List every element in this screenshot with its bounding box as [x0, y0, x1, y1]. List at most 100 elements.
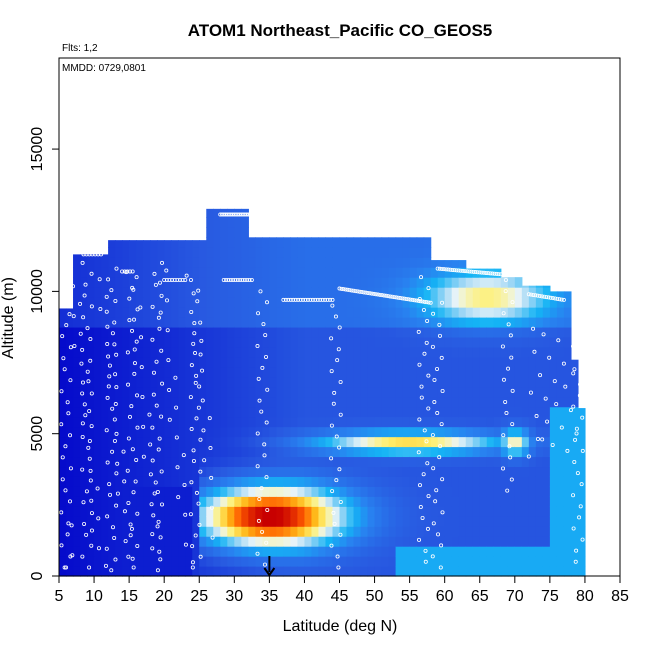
heatmap-cell [542, 326, 551, 338]
flight-track-point [113, 557, 118, 562]
heatmap-cell [486, 287, 495, 298]
heatmap-cell [150, 446, 158, 458]
heatmap-cell [66, 366, 74, 378]
heatmap-cell [507, 526, 516, 537]
heatmap-cell [311, 556, 320, 567]
heatmap-cell [136, 496, 144, 507]
heatmap-cell [402, 317, 411, 328]
flight-track-point [159, 348, 164, 353]
heatmap-cell [374, 486, 383, 497]
flight-track-point [542, 294, 547, 299]
flight-track-point [431, 521, 436, 526]
heatmap-cell [94, 267, 102, 278]
heatmap-cell [486, 456, 495, 468]
heatmap-cell [332, 317, 341, 328]
heatmap-cell [108, 287, 116, 298]
heatmap-cell [535, 287, 544, 298]
heatmap-cell [346, 376, 355, 388]
heatmap-cell [311, 496, 320, 507]
heatmap-cell [178, 556, 186, 567]
flight-track-point [132, 361, 137, 366]
flight-track-point [330, 303, 335, 308]
flight-track-point [398, 296, 403, 301]
flight-track-point [465, 269, 470, 274]
heatmap-cell [199, 267, 207, 278]
flight-track-point [501, 311, 506, 316]
heatmap-cell [276, 436, 284, 448]
heatmap-cell [549, 446, 558, 458]
heatmap-cell [87, 277, 95, 288]
heatmap-cell [178, 436, 186, 448]
flight-track-point [130, 269, 135, 274]
heatmap-cell [395, 516, 404, 527]
flight-track-point [191, 448, 196, 453]
heatmap-cell [549, 536, 558, 547]
heatmap-cell [416, 546, 425, 557]
flight-track-point [258, 289, 263, 294]
heatmap-cell [353, 436, 362, 448]
heatmap-cell [227, 317, 235, 328]
flight-track-point [571, 493, 576, 498]
heatmap-cell [206, 208, 214, 218]
flight-track-point [158, 310, 163, 315]
heatmap-cell [535, 536, 544, 547]
heatmap-cell [479, 476, 488, 487]
heatmap-cell [171, 456, 179, 468]
heatmap-cell [304, 247, 313, 258]
flight-track-point [422, 299, 427, 304]
flight-track-point [425, 461, 430, 466]
heatmap-cell [304, 346, 313, 358]
heatmap-cell [80, 476, 88, 487]
flight-track-point [80, 347, 85, 352]
flight-track-point [148, 472, 153, 477]
heatmap-cell [94, 466, 102, 477]
heatmap-cell [514, 366, 523, 378]
heatmap-cell [164, 416, 172, 428]
heatmap-cell [563, 486, 572, 497]
flight-track-point [68, 345, 73, 350]
heatmap-cell [276, 376, 284, 388]
flight-track-point [158, 535, 163, 540]
heatmap-cell [241, 536, 249, 547]
heatmap-cell [276, 277, 284, 288]
flight-track-point [154, 359, 159, 364]
heatmap-cell [563, 476, 572, 487]
heatmap-cell [500, 506, 509, 517]
heatmap-cell [171, 287, 179, 298]
heatmap-cell [507, 556, 516, 567]
heatmap-cell [311, 317, 320, 328]
heatmap-cell [262, 346, 270, 358]
flight-track-point [176, 232, 181, 237]
heatmap-cell [283, 416, 292, 428]
heatmap-cell [59, 396, 67, 408]
flight-track-point [426, 494, 431, 499]
heatmap-cell [402, 326, 411, 338]
heatmap-cell [486, 486, 495, 497]
heatmap-cell [192, 336, 200, 348]
heatmap-cell [437, 496, 446, 507]
flight-track-point [164, 277, 169, 282]
heatmap-cell [269, 366, 277, 378]
heatmap-cell [444, 406, 453, 418]
heatmap-cell [486, 346, 495, 358]
heatmap-cell [108, 446, 116, 458]
heatmap-cell [122, 240, 130, 248]
heatmap-cell [136, 466, 144, 477]
heatmap-cell [220, 336, 228, 348]
heatmap-cell [66, 446, 74, 458]
heatmap-cell [458, 516, 467, 527]
heatmap-cell [514, 556, 523, 567]
heatmap-cell [234, 317, 242, 328]
heatmap-cell [276, 496, 284, 507]
flight-track-point [458, 268, 463, 273]
heatmap-cell [269, 526, 277, 537]
heatmap-cell [122, 386, 130, 398]
heatmap-cell [290, 356, 299, 368]
flight-track-point [110, 406, 115, 411]
heatmap-cell [290, 516, 299, 527]
heatmap-cell [360, 506, 369, 517]
heatmap-cell [437, 536, 446, 547]
chart-title: ATOM1 Northeast_Pacific CO_GEOS5 [188, 21, 493, 40]
heatmap-cell [129, 456, 137, 468]
flight-track-point [561, 297, 566, 302]
